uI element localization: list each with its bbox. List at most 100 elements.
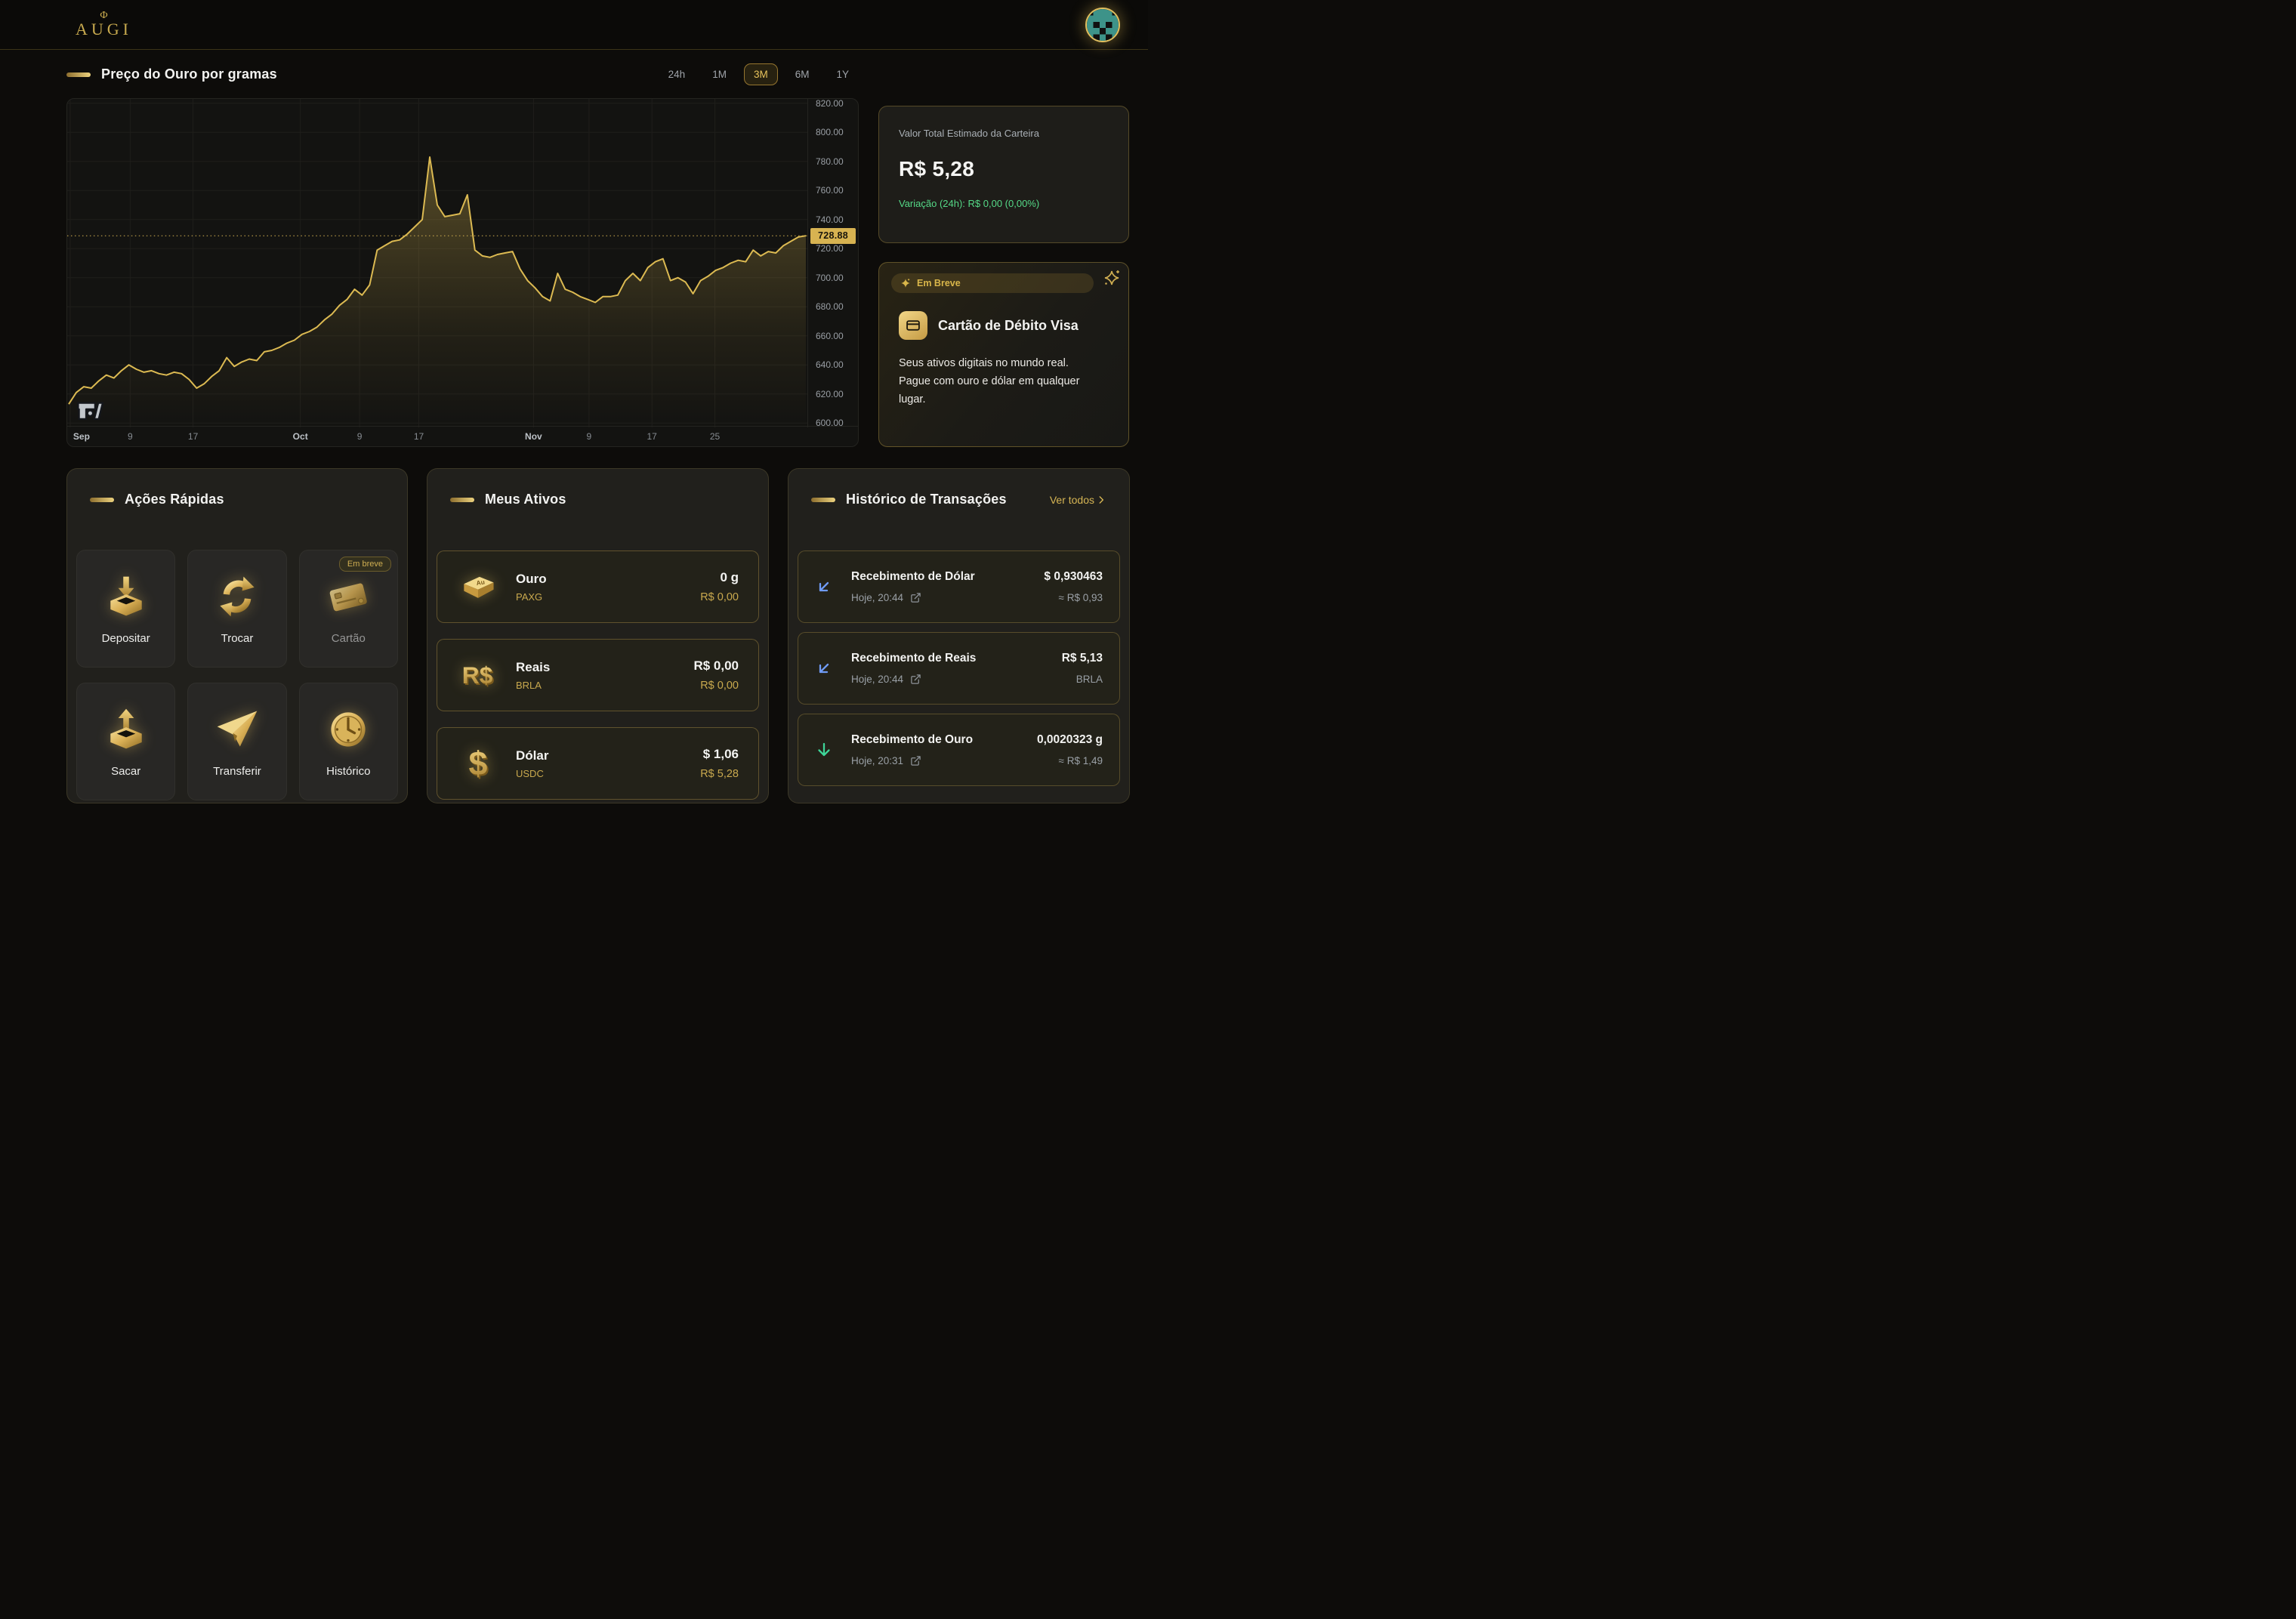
range-24h[interactable]: 24h (668, 69, 686, 80)
asset-amount: 0 g (720, 570, 739, 584)
x-axis-label: 9 (127, 431, 133, 442)
asset-values: 0 g R$ 0,00 (700, 570, 739, 603)
action-label: Cartão (331, 632, 366, 645)
title-dash (90, 497, 114, 502)
portfolio-value: R$ 5,28 (899, 157, 975, 180)
asset-symbol: BRLA (516, 679, 542, 691)
x-axis-label: 17 (413, 431, 424, 442)
title-dash (811, 497, 835, 502)
asset-row-dolar[interactable]: $ $ Dólar USDC $ 1,06 R$ 5,28 (437, 727, 759, 800)
action-cartao[interactable]: Em breve Cartão (298, 550, 398, 668)
x-axis-label: 17 (187, 431, 199, 442)
x-axis-label: 17 (647, 431, 657, 442)
tx-time: Hoje, 20:44 (851, 674, 904, 685)
asset-values: R$ 0,00 R$ 0,00 (693, 658, 739, 692)
x-axis-label: 25 (709, 431, 721, 442)
tx-sub: BRLA (1075, 674, 1103, 685)
assets-header: Meus Ativos (427, 469, 768, 507)
range-1y[interactable]: 1Y (836, 69, 849, 80)
augi-logo: Φ AUGI (76, 9, 132, 39)
y-axis-label: 740.00 (816, 214, 844, 225)
asset-value: R$ 5,28 (700, 768, 739, 780)
portfolio-value-card: Valor Total Estimado da Carteira R$ 5,28… (878, 106, 1129, 243)
tx-amount: $ 0,930463 (1044, 570, 1103, 583)
asset-symbol: USDC (516, 767, 544, 779)
tradingview-logo[interactable] (76, 400, 105, 421)
coming-soon-badge: Em breve (338, 557, 391, 572)
quick-actions-title: Ações Rápidas (125, 492, 224, 507)
view-all-link[interactable]: Ver todos (1050, 494, 1106, 506)
quick-actions-grid: Depositar Trocar Em breve (76, 550, 398, 800)
transactions-list: Recebimento de Dólar Hoje, 20:44 $ 0,930… (798, 550, 1120, 786)
tx-info: Recebimento de Dólar Hoje, 20:44 (851, 570, 975, 603)
swap-arrows-icon (213, 572, 261, 621)
asset-row-ouro[interactable]: Au Ouro PAXG 0 g R$ 0,00 (437, 550, 759, 623)
avatar[interactable] (1085, 7, 1120, 42)
tx-row-dolar[interactable]: Recebimento de Dólar Hoje, 20:44 $ 0,930… (798, 550, 1120, 623)
action-transferir[interactable]: Transferir (187, 683, 287, 800)
action-depositar[interactable]: Depositar (76, 550, 176, 668)
external-link-icon[interactable] (910, 755, 921, 766)
asset-labels: Reais BRLA (516, 660, 550, 691)
asset-values: $ 1,06 R$ 5,28 (700, 747, 739, 780)
tx-title: Recebimento de Dólar (851, 570, 975, 583)
promo-title-row: Cartão de Débito Visa (891, 311, 1116, 340)
external-link-icon[interactable] (910, 674, 921, 685)
chart-plot-area[interactable] (67, 99, 807, 427)
action-historico[interactable]: Histórico (298, 683, 398, 800)
my-assets-card: Meus Ativos Au Ouro PAXG 0 g (427, 468, 769, 803)
credit-card-icon (324, 572, 372, 621)
x-axis-label: Oct (292, 431, 308, 442)
time-axis[interactable]: Sep 9 17 Oct 9 17 Nov 9 17 25 (67, 426, 858, 446)
view-all-label: Ver todos (1049, 493, 1094, 506)
external-link-icon[interactable] (910, 592, 921, 603)
page-title: Preço do Ouro por gramas (101, 66, 277, 82)
title-dash (450, 497, 474, 502)
quick-actions-header: Ações Rápidas (67, 469, 407, 507)
svg-text:$: $ (470, 746, 489, 784)
asset-labels: Ouro PAXG (516, 572, 547, 603)
transactions-title: Histórico de Transações (846, 492, 1007, 507)
action-label: Transferir (213, 765, 261, 778)
range-3m[interactable]: 3M (743, 63, 778, 85)
current-price-tag: 728.88 (810, 227, 856, 244)
gold-price-chart: 728.88 820.00 800.00 780.00 760.00 740.00 720… (66, 98, 859, 447)
tx-time: Hoje, 20:31 (851, 755, 904, 766)
y-axis-label: 600.00 (816, 418, 844, 429)
action-label: Histórico (326, 765, 371, 778)
coming-soon-banner: Em Breve (891, 273, 1094, 293)
y-axis-label: 620.00 (816, 388, 844, 399)
action-sacar[interactable]: Sacar (76, 683, 176, 800)
action-label: Depositar (101, 632, 150, 645)
identicon (1087, 8, 1119, 41)
action-trocar[interactable]: Trocar (187, 550, 287, 668)
dollar-sign-icon: $ $ (457, 742, 499, 785)
tx-values: 0,0020323 g ≈ R$ 1,49 (1037, 733, 1103, 766)
svg-text:Au: Au (476, 578, 486, 587)
svg-text:R$: R$ (464, 663, 495, 690)
visa-card-promo: Em Breve Cartão de Débito Visa Seus ativ… (878, 262, 1129, 447)
y-axis-label: 700.00 (816, 272, 844, 283)
tx-sub: ≈ R$ 0,93 (1058, 592, 1103, 603)
price-axis[interactable]: 728.88 820.00 800.00 780.00 760.00 740.00 720… (807, 98, 858, 429)
sparkle-icon (901, 279, 910, 288)
asset-row-reais[interactable]: R$ R$ Reais BRLA R$ 0,00 R$ 0,00 (437, 639, 759, 711)
x-axis-label: Sep (73, 431, 90, 442)
coming-soon-label: Em Breve (917, 278, 961, 288)
tx-sub: ≈ R$ 1,49 (1058, 755, 1103, 766)
tx-row-reais[interactable]: Recebimento de Reais Hoje, 20:44 R$ 5,13… (798, 632, 1120, 705)
chevron-right-icon (1099, 495, 1104, 504)
asset-name: Ouro (516, 571, 547, 586)
tx-info: Recebimento de Reais Hoje, 20:44 (851, 652, 976, 685)
tx-info: Recebimento de Ouro Hoje, 20:31 (851, 733, 973, 766)
x-axis-label: 9 (356, 431, 363, 442)
y-axis-label: 820.00 (816, 98, 844, 109)
range-6m[interactable]: 6M (795, 69, 810, 80)
asset-value: R$ 0,00 (700, 680, 739, 692)
title-dash (66, 72, 91, 77)
range-1m[interactable]: 1M (712, 69, 727, 80)
tx-row-ouro[interactable]: Recebimento de Ouro Hoje, 20:31 0,002032… (798, 714, 1120, 786)
sparkle-outline-icon (1104, 270, 1119, 285)
tx-title: Recebimento de Reais (851, 652, 977, 665)
phi-symbol: Φ (100, 9, 108, 21)
